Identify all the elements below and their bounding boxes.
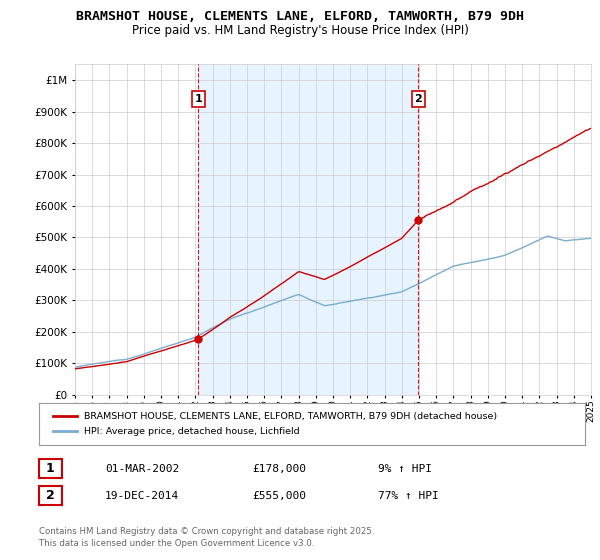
Bar [199,64,418,395]
Text: Contains HM Land Registry data © Crown copyright and database right 2025.
This d: Contains HM Land Registry data © Crown c… [39,527,374,548]
Legend: BRAMSHOT HOUSE, CLEMENTS LANE, ELFORD, TAMWORTH, B79 9DH (detached house), HPI: : BRAMSHOT HOUSE, CLEMENTS LANE, ELFORD, T… [49,409,501,440]
Text: 9% ↑ HPI: 9% ↑ HPI [378,464,432,474]
Text: 1: 1 [46,462,55,475]
Text: 2: 2 [46,489,55,502]
Text: £178,000: £178,000 [252,464,306,474]
Text: £555,000: £555,000 [252,491,306,501]
Text: 1: 1 [194,94,202,104]
Text: 19-DEC-2014: 19-DEC-2014 [105,491,179,501]
Text: BRAMSHOT HOUSE, CLEMENTS LANE, ELFORD, TAMWORTH, B79 9DH: BRAMSHOT HOUSE, CLEMENTS LANE, ELFORD, T… [76,10,524,24]
Text: 2: 2 [415,94,422,104]
Text: Price paid vs. HM Land Registry's House Price Index (HPI): Price paid vs. HM Land Registry's House … [131,24,469,38]
Text: 01-MAR-2002: 01-MAR-2002 [105,464,179,474]
Text: 77% ↑ HPI: 77% ↑ HPI [378,491,439,501]
